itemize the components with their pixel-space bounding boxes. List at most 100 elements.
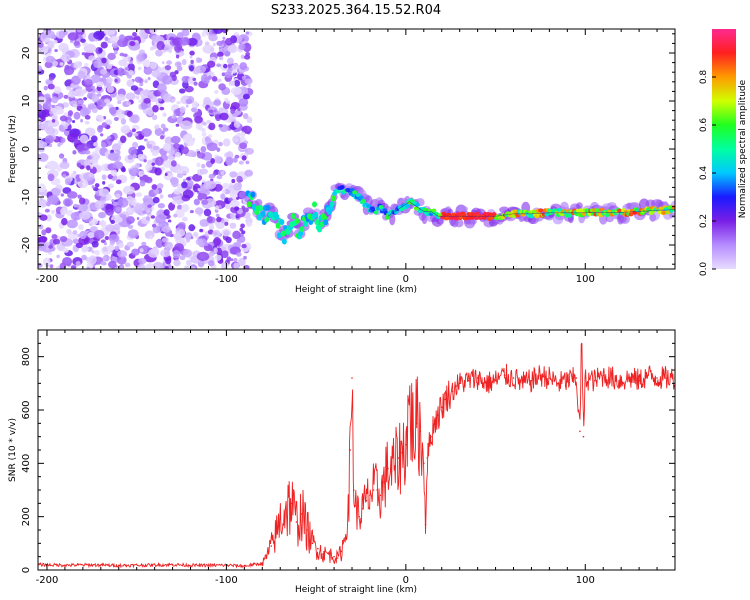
noise-blob <box>58 43 69 52</box>
noise-blob <box>200 163 206 169</box>
noise-blob <box>119 264 124 269</box>
noise-blob <box>181 204 190 213</box>
noise-blob <box>166 60 172 65</box>
noise-blob <box>63 30 68 36</box>
noise-blob <box>238 98 249 107</box>
noise-blob <box>151 150 159 157</box>
noise-blob <box>208 34 218 42</box>
noise-blob <box>208 134 213 138</box>
noise-blob <box>124 67 130 71</box>
noise-blob <box>57 109 65 115</box>
noise-blob <box>153 188 160 194</box>
noise-blob <box>240 54 245 60</box>
noise-blob <box>72 170 77 175</box>
noise-blob <box>202 29 207 33</box>
noise-blob <box>52 39 58 45</box>
noise-blob <box>241 205 246 209</box>
noise-blob <box>107 59 112 63</box>
noise-blob <box>44 30 55 38</box>
trace-blob <box>246 201 252 208</box>
noise-blob <box>138 257 147 265</box>
noise-blob <box>217 51 224 58</box>
snr-point <box>557 382 560 385</box>
noise-blob <box>141 128 152 137</box>
noise-blob <box>162 112 167 117</box>
noise-blob <box>100 41 108 49</box>
trace-blob <box>453 216 459 221</box>
noise-blob <box>161 75 173 85</box>
noise-blob <box>220 193 226 200</box>
noise-blob <box>70 211 82 221</box>
noise-blob <box>100 246 112 255</box>
noise-blob <box>216 40 223 46</box>
noise-blob <box>143 195 149 199</box>
snr-point <box>467 379 470 382</box>
noise-blob <box>102 256 107 261</box>
snr-point <box>365 499 368 502</box>
noise-blob <box>115 193 121 199</box>
noise-blob <box>41 229 47 236</box>
noise-blob <box>120 118 127 125</box>
snr-point <box>270 545 273 547</box>
noise-blob <box>121 110 125 115</box>
noise-blob <box>132 141 139 149</box>
noise-blob <box>110 169 118 177</box>
noise-blob <box>173 143 181 149</box>
noise-blob <box>200 128 206 133</box>
noise-blob <box>164 241 173 250</box>
noise-blob <box>148 95 154 99</box>
noise-blob <box>61 53 71 63</box>
spectrogram-y-axis-label: Frequency (Hz) <box>8 115 18 183</box>
noise-blob <box>77 99 84 105</box>
noise-blob <box>142 196 148 203</box>
noise-blob <box>100 142 107 148</box>
noise-blob <box>115 179 122 185</box>
noise-blob <box>51 234 58 240</box>
noise-blob <box>152 145 160 151</box>
noise-blob <box>94 249 100 256</box>
noise-blob <box>176 101 181 105</box>
noise-blob <box>72 238 79 244</box>
noise-blob <box>66 86 72 91</box>
noise-blob <box>159 89 165 93</box>
noise-blob <box>165 257 172 265</box>
noise-blob <box>93 229 105 240</box>
noise-blob <box>196 251 210 261</box>
x-tick-label: 100 <box>576 575 595 586</box>
noise-blob <box>134 162 141 169</box>
noise-blob <box>173 243 185 252</box>
snr-point <box>198 564 201 567</box>
snr-point <box>383 481 386 483</box>
snr-point <box>638 379 640 382</box>
trace-blob <box>264 216 270 223</box>
noise-blob <box>216 147 221 152</box>
noise-blob <box>105 224 116 232</box>
noise-blob <box>44 135 54 144</box>
noise-blob <box>49 264 54 269</box>
noise-blob <box>106 135 112 140</box>
colorbar-gradient <box>712 29 736 269</box>
noise-blob <box>126 110 133 118</box>
noise-blob <box>155 156 164 166</box>
noise-blob <box>151 114 158 121</box>
noise-blob <box>127 63 135 73</box>
noise-blob <box>218 123 223 128</box>
snr-point <box>361 507 364 510</box>
trace-halo <box>466 218 477 225</box>
snr-point <box>327 553 330 555</box>
trace-center-line <box>387 201 675 217</box>
noise-blob <box>168 202 176 211</box>
noise-blob <box>112 161 124 170</box>
noise-blob <box>126 101 132 106</box>
noise-blob <box>213 99 222 106</box>
snr-point <box>521 382 524 385</box>
noise-blob <box>235 241 242 246</box>
noise-blob <box>135 192 143 197</box>
noise-blob <box>94 183 100 188</box>
snr-point <box>379 494 382 497</box>
noise-blob <box>152 196 160 204</box>
noise-blob <box>159 135 165 140</box>
noise-blob <box>141 52 148 60</box>
snr-point <box>91 564 93 566</box>
noise-blob <box>115 217 123 223</box>
